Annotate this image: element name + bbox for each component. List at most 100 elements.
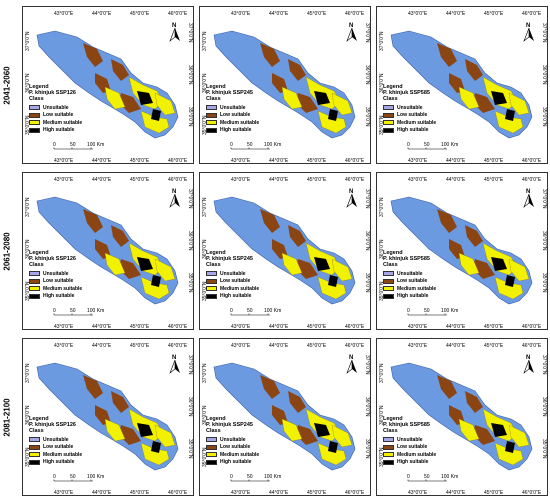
legend-species: P. khinjuk SSP245: [206, 256, 253, 262]
legend-class-label: Class: [383, 96, 398, 102]
legend-swatch: [383, 127, 394, 133]
legend-swatch: [29, 286, 40, 292]
legend-class-label: Class: [206, 262, 221, 268]
latitude-tick-right: 36°0'0"N: [364, 231, 370, 251]
legend-entry-label: Low suitable: [397, 278, 428, 285]
legend-entry: High suitable: [383, 459, 493, 467]
legend-entry: High suitable: [29, 459, 139, 467]
longitude-tick-bottom: 44°0'0"E: [92, 158, 112, 164]
study-region-group: [390, 30, 533, 139]
latitude-tick-left: 37°0'0"N: [25, 363, 31, 383]
longitude-tick-bottom: 46°0'0"E: [345, 490, 365, 496]
legend-legend-title: Legend: [29, 416, 49, 422]
legend-entry: Medium suitable: [383, 119, 493, 127]
legend-swatch: [206, 444, 217, 450]
legend-legend-title: Legend: [206, 84, 226, 90]
latitude-tick-right: 36°0'0"N: [364, 397, 370, 417]
suitability-map: 43°0'0"E 43°0'0"E 44°0'0"E 44°0'0"E 45°0'0"E…: [379, 343, 547, 496]
scale-label: 50: [424, 142, 430, 148]
longitude-tick-bottom: 43°0'0"E: [231, 324, 251, 330]
longitude-tick-bottom: 43°0'0"E: [231, 490, 251, 496]
legend-swatch: [206, 437, 217, 443]
legend-class-label: Class: [29, 96, 44, 102]
low-suitable-area: [296, 259, 318, 279]
longitude-tick-top: 44°0'0"E: [446, 343, 466, 349]
longitude-tick-bottom: 45°0'0"E: [307, 158, 327, 164]
longitude-tick-bottom: 43°0'0"E: [54, 324, 74, 330]
scale-bar: 0 50 100 Km: [230, 141, 300, 150]
longitude-tick-top: 46°0'0"E: [345, 177, 365, 183]
low-suitable-area: [111, 225, 129, 247]
north-arrow-icon: N: [344, 353, 360, 375]
north-arrow-label: N: [349, 23, 353, 29]
high-suitable-area: [505, 275, 515, 287]
legend-swatch: [383, 120, 394, 126]
high-suitable-area: [328, 109, 338, 121]
scale-label: 100 Km: [87, 142, 104, 148]
legend-entry-label: Unsuitable: [220, 104, 246, 111]
north-arrow-icon: N: [167, 21, 183, 43]
longitude-tick-top: 45°0'0"E: [307, 11, 327, 17]
longitude-tick-top: 44°0'0"E: [446, 177, 466, 183]
medium-suitable-area: [331, 424, 353, 448]
legend-swatch: [29, 293, 40, 299]
low-suitable-area: [111, 391, 129, 413]
longitude-tick-top: 46°0'0"E: [168, 11, 188, 17]
longitude-tick-top: 44°0'0"E: [269, 343, 289, 349]
legend-swatch: [383, 452, 394, 458]
low-suitable-area: [473, 93, 495, 113]
latitude-tick-left: 35°0'0"N: [202, 447, 208, 467]
longitude-tick-top: 45°0'0"E: [484, 177, 504, 183]
latitude-tick-right: 35°0'0"N: [541, 273, 547, 293]
north-arrow-label: N: [172, 23, 176, 29]
map-panel: 43°0'0"E 43°0'0"E 44°0'0"E 44°0'0"E 45°0'0"E…: [199, 172, 371, 330]
legend-swatch: [383, 105, 394, 111]
high-suitable-area: [314, 91, 330, 105]
map-legend: Legend P. khinjuk SSP585 Class Unsuitable Lo…: [383, 250, 493, 300]
longitude-tick-top: 45°0'0"E: [130, 177, 150, 183]
scale-label: 0: [53, 308, 56, 314]
latitude-tick-right: 35°0'0"N: [187, 107, 193, 127]
longitude-tick-bottom: 43°0'0"E: [408, 324, 428, 330]
legend-legend-title: Legend: [383, 250, 403, 256]
medium-suitable-area: [154, 258, 176, 282]
latitude-tick-left: 35°0'0"N: [202, 281, 208, 301]
longitude-tick-bottom: 44°0'0"E: [269, 490, 289, 496]
longitude-tick-bottom: 46°0'0"E: [345, 324, 365, 330]
north-arrow-label: N: [526, 189, 530, 195]
legend-class-label: Class: [383, 428, 398, 434]
medium-suitable-area: [104, 252, 126, 276]
legend-entry-label: Low suitable: [220, 444, 251, 451]
study-region-group: [213, 30, 356, 139]
row-period-label: 2041-2060: [0, 6, 14, 164]
longitude-tick-bottom: 46°0'0"E: [168, 158, 188, 164]
suitability-map: 43°0'0"E 43°0'0"E 44°0'0"E 44°0'0"E 45°0'0"E…: [25, 343, 193, 496]
legend-legend-title: Legend: [206, 250, 226, 256]
scale-label: 0: [230, 474, 233, 480]
legend-entry: Low suitable: [383, 278, 493, 286]
row-period-label: 2081-2100: [0, 338, 14, 496]
study-region-group: [213, 196, 356, 305]
latitude-tick-left: 37°0'0"N: [379, 197, 385, 217]
latitude-tick-right: 37°0'0"N: [364, 189, 370, 209]
medium-suitable-area: [508, 92, 530, 116]
longitude-tick-top: 43°0'0"E: [54, 177, 74, 183]
latitude-tick-right: 35°0'0"N: [364, 273, 370, 293]
legend-swatch: [383, 286, 394, 292]
latitude-tick-right: 37°0'0"N: [187, 189, 193, 209]
scale-label: 100 Km: [441, 308, 458, 314]
longitude-tick-top: 44°0'0"E: [446, 11, 466, 17]
longitude-tick-bottom: 45°0'0"E: [130, 490, 150, 496]
legend-entry: Low suitable: [206, 444, 316, 452]
north-arrow-label: N: [526, 355, 530, 361]
scale-label: 0: [407, 474, 410, 480]
longitude-tick-bottom: 45°0'0"E: [130, 324, 150, 330]
legend-swatch: [29, 444, 40, 450]
longitude-tick-top: 46°0'0"E: [345, 11, 365, 17]
medium-suitable-area: [104, 86, 126, 110]
legend-entry: Unsuitable: [206, 104, 316, 112]
high-suitable-area: [491, 91, 507, 105]
legend-entry-label: Medium suitable: [397, 119, 437, 126]
legend-entry-label: Medium suitable: [397, 451, 437, 458]
longitude-tick-top: 46°0'0"E: [522, 177, 542, 183]
